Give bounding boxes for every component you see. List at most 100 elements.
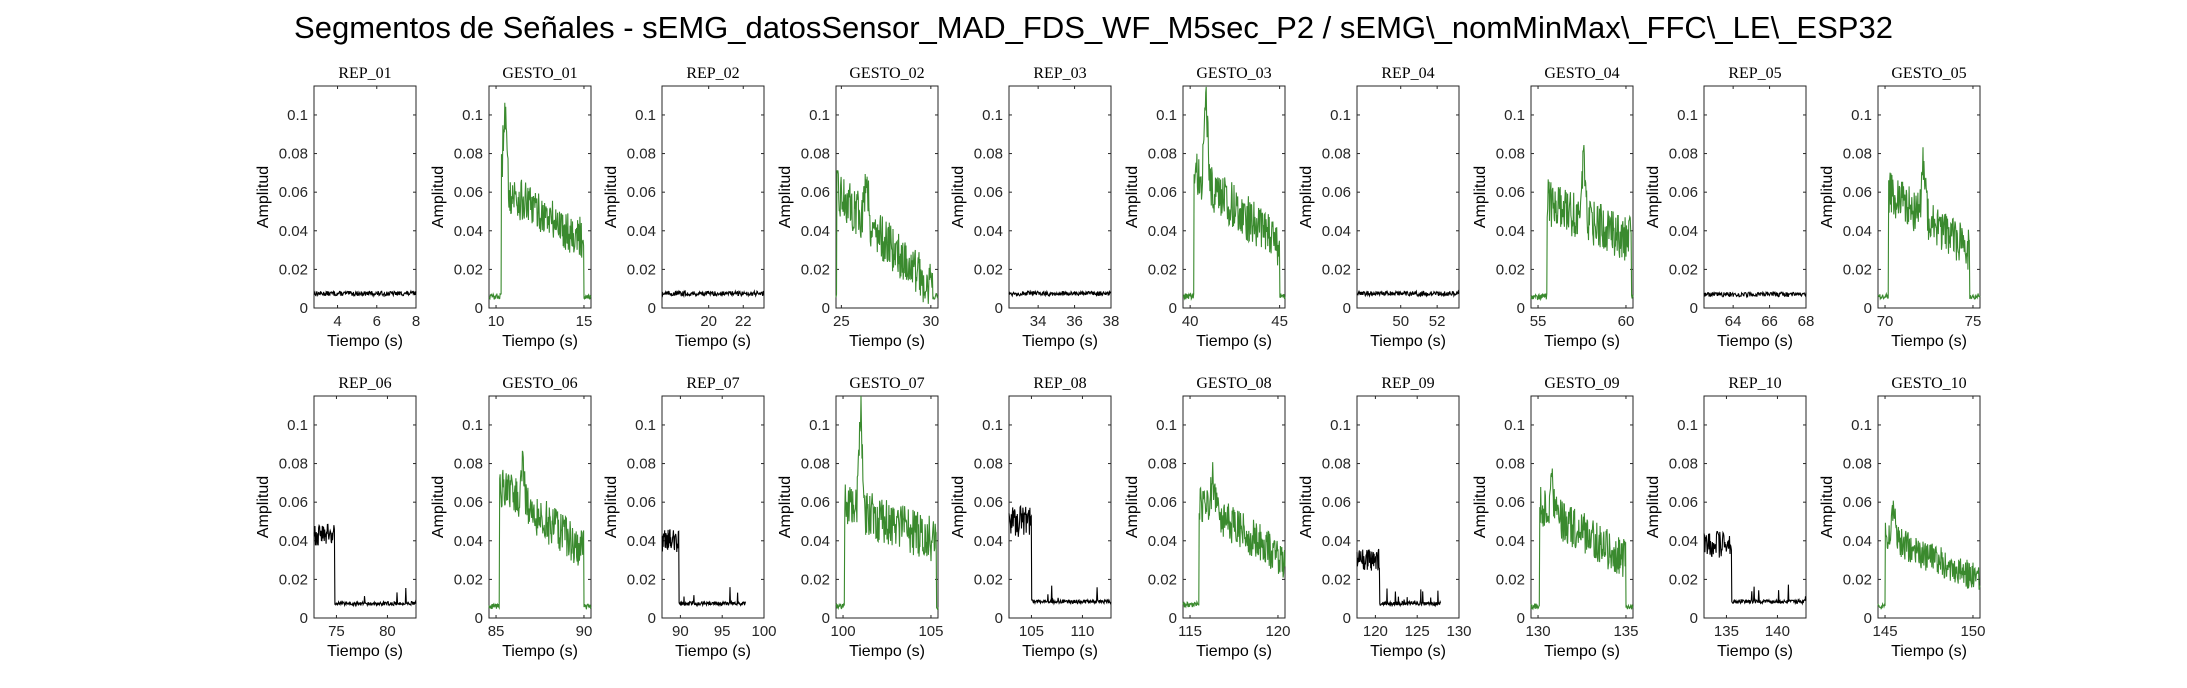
- axes-box: [1356, 395, 1460, 619]
- y-tick-label: 0.06: [1322, 494, 1351, 511]
- x-tick-label: 6: [373, 313, 381, 330]
- y-tick-label: 0.02: [279, 571, 308, 588]
- x-tick-label: 50: [1392, 313, 1409, 330]
- y-axis-label: Amplitud: [1124, 476, 1141, 538]
- y-tick-label: 0.04: [1148, 223, 1177, 240]
- x-tick-label: 10: [488, 313, 505, 330]
- x-tick-label: 120: [1363, 623, 1388, 640]
- y-tick-label: 0.06: [1843, 184, 1872, 201]
- y-tick-label: 0.06: [279, 184, 308, 201]
- y-tick-label: 0.06: [974, 184, 1003, 201]
- panel-gesto-10: 0 0.02 0.04 0.06 0.08 0.1 145 150 GESTO_10 Tiempo…: [1819, 375, 1985, 660]
- x-axis-label: Tiempo (s): [1370, 643, 1446, 660]
- y-tick-label: 0.06: [801, 494, 830, 511]
- panel-rep-07: 0 0.02 0.04 0.06 0.08 0.1 90 95 100 REP_07 Tiempo …: [603, 375, 777, 660]
- axes-box: [1530, 85, 1634, 309]
- x-axis-label: Tiempo (s): [1196, 643, 1272, 660]
- y-tick-label: 0.08: [1843, 456, 1872, 473]
- panel-rep-06: 0 0.02 0.04 0.06 0.08 0.1 75 80 REP_06 Tiempo (s)…: [255, 375, 417, 660]
- y-tick-label: 0.02: [1148, 571, 1177, 588]
- x-tick-label: 100: [831, 623, 856, 640]
- signal-line: [1877, 147, 1981, 301]
- y-tick-label: 0.04: [801, 533, 830, 550]
- y-tick-label: 0.1: [287, 417, 308, 434]
- axes-box: [1356, 85, 1460, 309]
- y-tick-label: 0: [995, 610, 1003, 627]
- y-tick-label: 0.02: [1322, 571, 1351, 588]
- y-tick-label: 0.1: [1330, 107, 1351, 124]
- x-tick-label: 140: [1765, 623, 1790, 640]
- x-tick-label: 66: [1761, 313, 1778, 330]
- x-tick-label: 60: [1618, 313, 1635, 330]
- panel-title: GESTO_01: [502, 65, 577, 82]
- signal-line: [313, 289, 417, 298]
- panel-title: GESTO_09: [1544, 375, 1619, 392]
- y-tick-label: 0: [300, 610, 308, 627]
- y-axis-label: Amplitud: [1472, 166, 1489, 228]
- x-tick-label: 25: [833, 313, 850, 330]
- y-axis-label: Amplitud: [777, 166, 794, 228]
- y-axis-label: Amplitud: [1645, 166, 1662, 228]
- y-tick-label: 0.08: [1496, 456, 1525, 473]
- panel-title: REP_08: [1033, 375, 1086, 392]
- y-tick-label: 0.04: [1322, 533, 1351, 550]
- y-tick-label: 0.04: [279, 223, 308, 240]
- x-tick-label: 90: [576, 623, 593, 640]
- y-tick-label: 0.02: [279, 261, 308, 278]
- x-tick-label: 15: [576, 313, 593, 330]
- y-tick-label: 0: [648, 300, 656, 317]
- y-axis-label: Amplitud: [430, 476, 447, 538]
- signal-line: [661, 529, 747, 608]
- signal-line: [1356, 289, 1460, 298]
- axes-box: [1703, 395, 1807, 619]
- y-tick-label: 0.04: [974, 533, 1003, 550]
- axes-box: [488, 85, 592, 309]
- y-tick-label: 0.1: [1156, 107, 1177, 124]
- panel-rep-03: 0 0.02 0.04 0.06 0.08 0.1 34 36 38 REP_03 Tiempo (…: [950, 65, 1119, 350]
- panel-title: REP_02: [686, 65, 739, 82]
- y-tick-label: 0.08: [1322, 146, 1351, 163]
- y-tick-label: 0: [1517, 300, 1525, 317]
- y-tick-label: 0.06: [454, 184, 483, 201]
- y-tick-label: 0.04: [1843, 223, 1872, 240]
- panel-gesto-08: 0 0.02 0.04 0.06 0.08 0.1 115 120 GESTO_08 Tiempo…: [1124, 375, 1290, 660]
- y-tick-label: 0.02: [1669, 571, 1698, 588]
- y-tick-label: 0.1: [809, 107, 830, 124]
- x-axis-label: Tiempo (s): [1370, 333, 1446, 350]
- signal-line: [1877, 500, 1981, 610]
- x-axis-label: Tiempo (s): [849, 333, 925, 350]
- x-axis-label: Tiempo (s): [1544, 643, 1620, 660]
- y-tick-label: 0.1: [809, 417, 830, 434]
- x-tick-label: 75: [1965, 313, 1982, 330]
- x-axis-label: Tiempo (s): [1891, 643, 1967, 660]
- panel-gesto-01: 0 0.02 0.04 0.06 0.08 0.1 10 15 GESTO_01 Tiempo (…: [430, 65, 592, 350]
- y-axis-label: Amplitud: [603, 476, 620, 538]
- y-tick-label: 0.08: [974, 456, 1003, 473]
- y-tick-label: 0.06: [279, 494, 308, 511]
- x-tick-label: 52: [1429, 313, 1446, 330]
- signal-line: [835, 395, 939, 611]
- y-axis-label: Amplitud: [1298, 166, 1315, 228]
- x-axis-label: Tiempo (s): [1196, 333, 1272, 350]
- signal-line: [1008, 289, 1112, 298]
- y-tick-label: 0.06: [1496, 184, 1525, 201]
- y-tick-label: 0: [1864, 300, 1872, 317]
- y-tick-label: 0.08: [801, 146, 830, 163]
- x-axis-label: Tiempo (s): [675, 333, 751, 350]
- y-tick-label: 0.02: [1669, 261, 1698, 278]
- panel-rep-01: 0 0.02 0.04 0.06 0.08 0.1 4 6 8 REP_01 Tiempo (s) A…: [255, 65, 420, 350]
- y-axis-label: Amplitud: [430, 166, 447, 228]
- x-axis-label: Tiempo (s): [502, 333, 578, 350]
- axes-box: [661, 395, 765, 619]
- x-tick-label: 110: [1070, 623, 1094, 640]
- y-tick-label: 0: [1169, 300, 1177, 317]
- y-tick-label: 0.02: [454, 571, 483, 588]
- y-tick-label: 0.06: [1669, 494, 1698, 511]
- x-axis-label: Tiempo (s): [327, 333, 403, 350]
- axes-box: [1008, 395, 1112, 619]
- y-axis-label: Amplitud: [950, 166, 967, 228]
- y-tick-label: 0.1: [1330, 417, 1351, 434]
- y-axis-label: Amplitud: [1645, 476, 1662, 538]
- y-tick-label: 0.06: [1148, 494, 1177, 511]
